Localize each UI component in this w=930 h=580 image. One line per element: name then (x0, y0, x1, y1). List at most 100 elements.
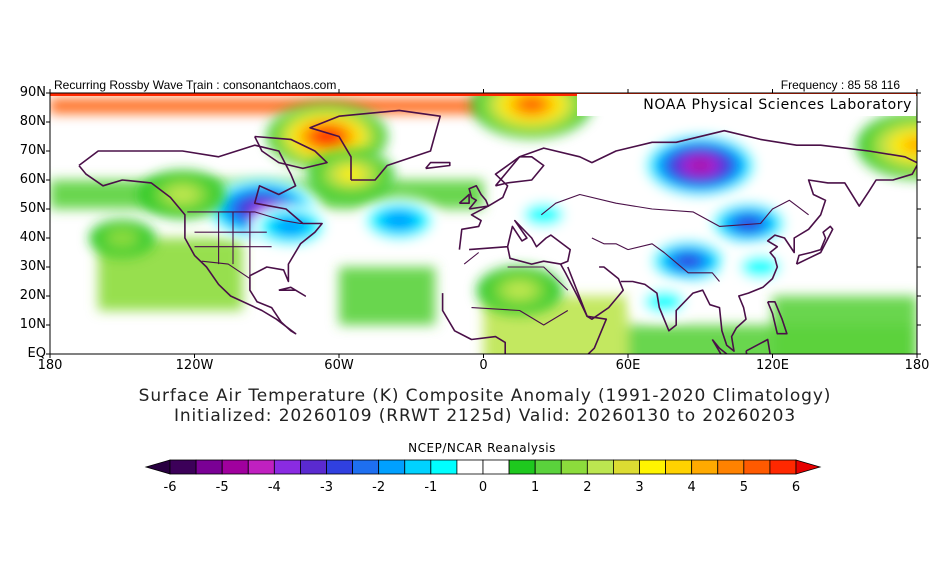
border-segment (471, 307, 569, 326)
lon-label: 180 (904, 358, 930, 373)
lon-label: 60W (324, 358, 354, 373)
coastline-segment (441, 293, 507, 354)
coastline-segment (469, 219, 572, 265)
anomaly-mongolia-cold (705, 199, 791, 248)
colorbar-label: 2 (583, 480, 592, 495)
colorbar-segment (665, 459, 693, 475)
coastline-segment (795, 225, 834, 265)
coastline-segment (458, 129, 917, 250)
top-band (50, 93, 917, 96)
border-segment (540, 193, 809, 227)
coastline-segment (458, 193, 470, 204)
caption-line-1: Surface Air Temperature (K) Composite An… (138, 386, 832, 406)
colorbar-below-triangle (144, 459, 171, 475)
anomaly-pacific-nw-warm (139, 170, 225, 219)
lon-label: 120E (755, 358, 790, 373)
anomaly-india-cool (631, 283, 697, 320)
colorbar-label: -4 (267, 480, 281, 495)
header-left-text: Recurring Rossby Wave Train : consonantc… (54, 78, 337, 92)
lon-label: 60E (615, 358, 641, 373)
colorbar-label: -2 (372, 480, 386, 495)
anomaly-sahara-warm (477, 266, 563, 315)
colorbar-label: 5 (739, 480, 748, 495)
colorbar-label: -6 (163, 480, 177, 495)
lat-label: 90N (19, 85, 46, 100)
colorbar-segment (613, 459, 640, 475)
colorbar-label: 3 (635, 480, 644, 495)
colorbar-segment (639, 459, 666, 475)
lat-label: 10N (19, 317, 46, 332)
coastlines (78, 109, 917, 354)
colorbar-segment (534, 459, 562, 475)
coastline-segment (425, 161, 451, 170)
border-segment (507, 266, 569, 291)
coastline-segment (78, 144, 323, 335)
coastline-segment (711, 338, 729, 354)
anomaly-layer (50, 93, 917, 354)
anomaly-china-cool (727, 248, 793, 286)
lat-label: 80N (19, 114, 46, 129)
anomaly-siberia-cold (640, 131, 761, 200)
colorbar-label: 1 (531, 480, 540, 495)
border-segment (187, 211, 323, 225)
anomaly-chukotka-warm (857, 111, 917, 179)
colorbar-segment (300, 459, 327, 475)
colorbar (144, 459, 822, 475)
colorbar-segment (169, 459, 197, 475)
colorbar-label: -5 (215, 480, 229, 495)
colorbar-label: 0 (478, 480, 488, 495)
coastline-segment (567, 266, 625, 321)
anomaly-greenland-arctic-warm (266, 102, 387, 171)
lon-label: 0 (479, 358, 488, 373)
anomaly-atlantic-cold (356, 196, 442, 245)
colorbar-segment (326, 459, 353, 475)
colorbar-segment (586, 459, 614, 475)
colorbar-label: 6 (791, 480, 801, 495)
colorbar-segment (247, 459, 275, 475)
lon-label: 180 (37, 358, 63, 373)
lat-label: 20N (19, 288, 46, 303)
source-label: NCEP/NCAR Reanalysis (408, 441, 556, 455)
lab-label: NOAA Physical Sciences Laboratory (577, 94, 916, 116)
colorbar-segment (743, 459, 771, 475)
colorbar-segment (482, 459, 510, 475)
coastline-segment (468, 185, 490, 210)
lat-label: 60N (19, 172, 46, 187)
colorbar-segment (273, 459, 301, 475)
colorbar-segment (508, 459, 536, 475)
anomaly-tibet-cold (645, 237, 731, 285)
caption-line-2: Initialized: 20260109 (RRWT 2125d) Valid… (173, 406, 797, 426)
lat-label: EQ (27, 346, 46, 361)
colorbar-segment (769, 459, 797, 475)
axis-ticks (46, 89, 921, 358)
coastline-segment (309, 109, 442, 181)
lat-label: 70N (19, 143, 46, 158)
border-segment (627, 243, 720, 282)
colorbar-segment (456, 459, 484, 475)
colorbar-segment (560, 459, 588, 475)
colorbar-label: -1 (424, 480, 438, 495)
anomaly-pacific-warm (89, 219, 155, 257)
colorbar-segment (430, 459, 458, 475)
coastline-segment (494, 156, 545, 187)
colorbar-segment (352, 459, 380, 475)
map-area (50, 93, 917, 354)
lat-label: 40N (19, 230, 46, 245)
lat-label: 30N (19, 259, 46, 274)
coastline-segment (745, 338, 771, 354)
coastline-segment (766, 300, 788, 335)
coastline-segment (278, 286, 307, 297)
colorbar-segment (691, 459, 719, 475)
colorbar-segment (195, 459, 223, 475)
colorbar-label: 4 (687, 480, 696, 495)
colorbar-segment (378, 459, 406, 475)
lon-label: 120W (175, 358, 214, 373)
colorbar-label: -3 (320, 480, 333, 495)
header-right-text: Frequency : 85 58 116 (780, 78, 900, 92)
anomaly-europe-cold (511, 196, 577, 233)
colorbar-segment (717, 459, 745, 475)
anomaly-north-pole-warm (471, 93, 592, 139)
colorbar-segment (404, 459, 432, 475)
lat-label: 50N (19, 201, 46, 216)
